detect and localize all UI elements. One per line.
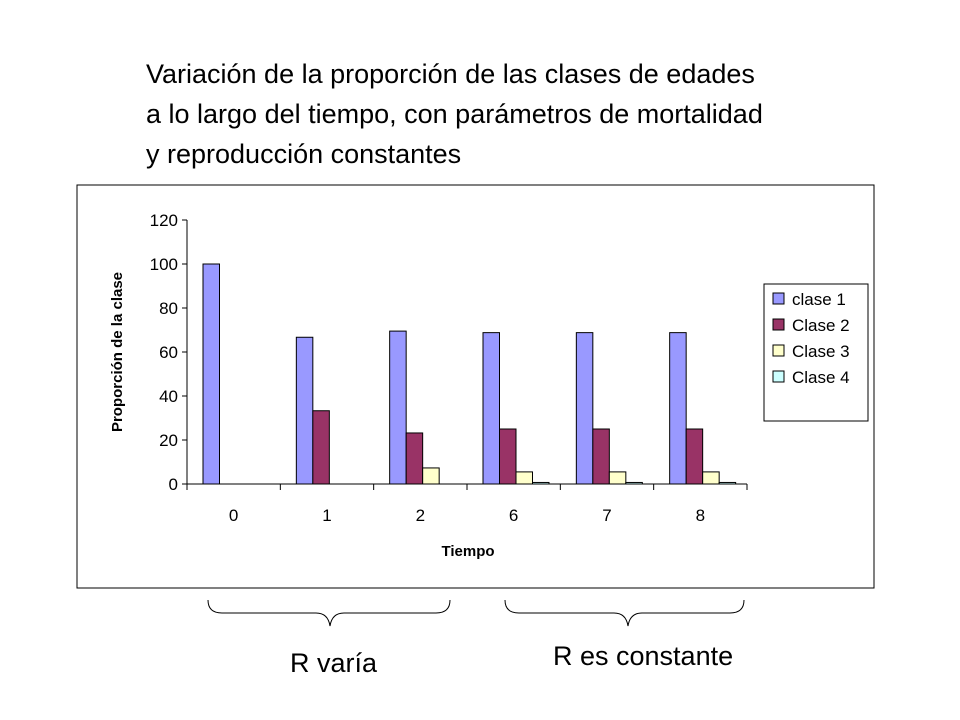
y-axis-label: Proporción de la clase bbox=[109, 272, 126, 432]
chart-frame bbox=[76, 184, 875, 589]
y-tick-label: 120 bbox=[150, 211, 178, 230]
brace-label-r-varia: R varía bbox=[290, 648, 378, 678]
bar-clase-4 bbox=[625, 481, 643, 485]
bar-clase-3 bbox=[422, 467, 440, 485]
bar-clase-4 bbox=[532, 481, 550, 485]
slide-title: Variación de la proporción de las clases… bbox=[146, 59, 763, 169]
bar-clase-2 bbox=[499, 428, 517, 485]
legend-swatch bbox=[772, 292, 785, 305]
x-tick-label: 1 bbox=[322, 506, 331, 525]
legend-label: Clase 4 bbox=[792, 368, 850, 387]
right-brace bbox=[504, 599, 745, 627]
brace-label-r-constante: R es constante bbox=[553, 641, 734, 671]
legend-swatch bbox=[772, 318, 785, 331]
legend-swatch bbox=[772, 370, 785, 383]
y-tick-label: 100 bbox=[150, 255, 178, 274]
bar-clase-1 bbox=[202, 263, 220, 485]
bar-clase-1 bbox=[575, 332, 594, 485]
legend-label: Clase 2 bbox=[792, 316, 850, 335]
legend-label: clase 1 bbox=[792, 290, 846, 309]
bar-clase-2 bbox=[685, 428, 704, 485]
x-tick-label: 8 bbox=[696, 506, 705, 525]
legend-swatch bbox=[772, 344, 785, 357]
bar-clase-4 bbox=[718, 481, 737, 485]
y-tick-label: 80 bbox=[159, 299, 178, 318]
y-tick-label: 20 bbox=[159, 431, 178, 450]
legend-label: Clase 3 bbox=[792, 342, 850, 361]
x-axis-label: Tiempo bbox=[441, 543, 494, 560]
bar-clase-1 bbox=[295, 336, 314, 485]
bar-clase-2 bbox=[592, 428, 610, 485]
bar-clase-3 bbox=[702, 471, 720, 485]
x-tick-label: 0 bbox=[229, 506, 238, 525]
y-tick-label: 40 bbox=[159, 387, 178, 406]
bar-clase-3 bbox=[608, 471, 627, 485]
y-tick-label: 0 bbox=[169, 475, 178, 494]
x-tick-label: 6 bbox=[509, 506, 518, 525]
bar-clase-1 bbox=[389, 330, 407, 485]
bar-clase-1 bbox=[482, 332, 500, 485]
left-brace bbox=[207, 599, 451, 627]
bar-clase-2 bbox=[312, 410, 330, 485]
bar-clase-3 bbox=[515, 471, 533, 485]
y-tick-label: 60 bbox=[159, 343, 178, 362]
bar-clase-1 bbox=[669, 332, 687, 485]
x-tick-label: 2 bbox=[416, 506, 425, 525]
bar-clase-2 bbox=[405, 432, 424, 485]
x-tick-label: 7 bbox=[602, 506, 611, 525]
